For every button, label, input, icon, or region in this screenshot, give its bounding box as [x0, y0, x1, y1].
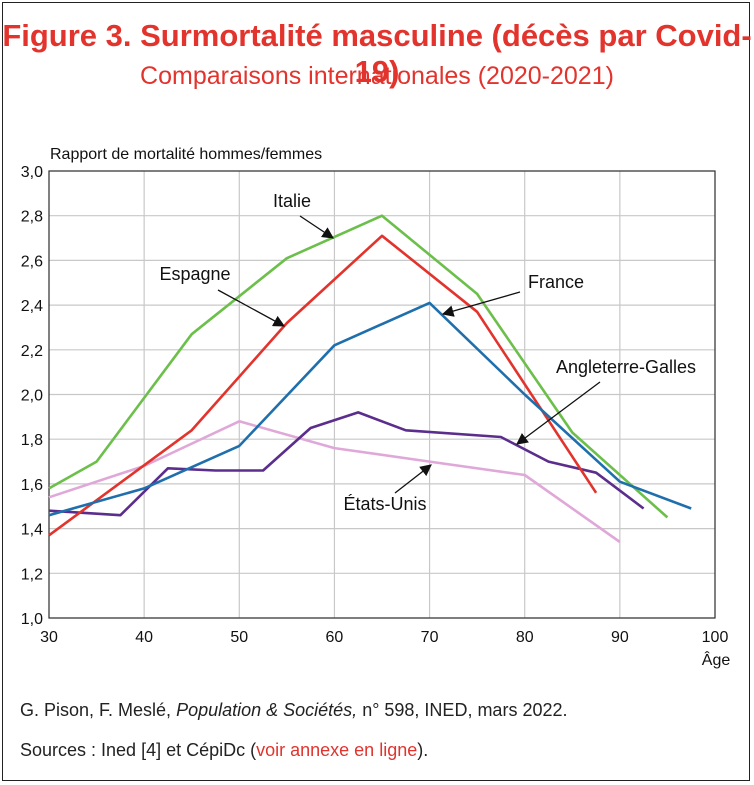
y-tick-label: 1,8 — [21, 432, 43, 449]
x-axis-label: Âge — [702, 650, 731, 669]
figure-title: Figure 3. Surmortalité masculine (décès … — [2, 18, 752, 89]
annotation-arrow-italie — [299, 215, 334, 239]
series-line-italie — [48, 214, 669, 519]
series-line-france — [48, 301, 692, 517]
sources-close: ). — [417, 740, 429, 760]
credit-issue: n° 598, INED, mars 2022. — [357, 700, 568, 720]
x-tick-label: 80 — [516, 629, 534, 646]
plot-area-border — [48, 170, 716, 619]
annotation-arrow-etats-unis — [394, 464, 432, 494]
y-axis-label: Rapport de mortalité hommes/femmes — [50, 146, 322, 163]
credit-authors: G. Pison, F. Meslé, — [20, 700, 177, 720]
x-tick-label: 30 — [40, 629, 58, 646]
figure-subtitle: Comparaisons internationales (2020-2021) — [140, 62, 614, 90]
y-tick-label: 1,6 — [21, 477, 43, 494]
figure-credit: G. Pison, F. Meslé, Population & Société… — [20, 700, 567, 721]
series-line-espagne — [48, 234, 598, 537]
x-tick-label: 100 — [702, 629, 729, 646]
x-tick-label: 70 — [421, 629, 439, 646]
annotation-angleterre-galles: Angleterre-Galles — [556, 357, 696, 377]
axis-ticks: 30 40 50 60 70 80 90 100 1,0 1,2 1,4 1,6 1,8 2,0 2,2 2,… — [21, 164, 729, 646]
y-tick-label: 1,2 — [21, 566, 43, 583]
annotation-etats-unis: États-Unis — [343, 494, 426, 514]
series-lines — [48, 214, 692, 544]
y-tick-label: 2,2 — [21, 343, 43, 360]
annex-link[interactable]: voir annexe en ligne — [256, 740, 418, 760]
annotation-arrow-espagne — [217, 289, 286, 327]
annotation-arrow-angleterre-galles — [516, 381, 601, 445]
annotation-espagne: Espagne — [159, 264, 230, 284]
line-chart: 30 40 50 60 70 80 90 100 1,0 1,2 1,4 1,6 1,8 2,0 2,2 2,… — [21, 146, 731, 669]
y-tick-label: 1,0 — [21, 611, 43, 628]
y-tick-label: 2,8 — [21, 209, 43, 226]
annotation-arrow-france — [441, 291, 521, 317]
annotation-france: France — [528, 272, 584, 292]
credit-journal: Population & Sociétés, — [176, 700, 358, 720]
y-tick-label: 3,0 — [21, 164, 43, 181]
annotation-italie: Italie — [273, 191, 311, 211]
y-tick-label: 2,6 — [21, 253, 43, 270]
series-annotations: Italie Espagne France Angleterre-Galles État… — [159, 191, 696, 514]
y-tick-label: 2,0 — [21, 388, 43, 405]
grid — [48, 170, 716, 619]
x-tick-label: 60 — [326, 629, 344, 646]
y-tick-label: 1,4 — [21, 522, 43, 539]
sources-text: Sources : Ined [4] et CépiDc ( — [20, 740, 257, 760]
figure-sources: Sources : Ined [4] et CépiDc (voir annex… — [20, 740, 428, 761]
y-tick-label: 2,4 — [21, 298, 43, 315]
x-tick-label: 90 — [611, 629, 629, 646]
x-tick-label: 40 — [135, 629, 153, 646]
series-line-angleterre-galles — [48, 411, 645, 517]
x-tick-label: 50 — [230, 629, 248, 646]
